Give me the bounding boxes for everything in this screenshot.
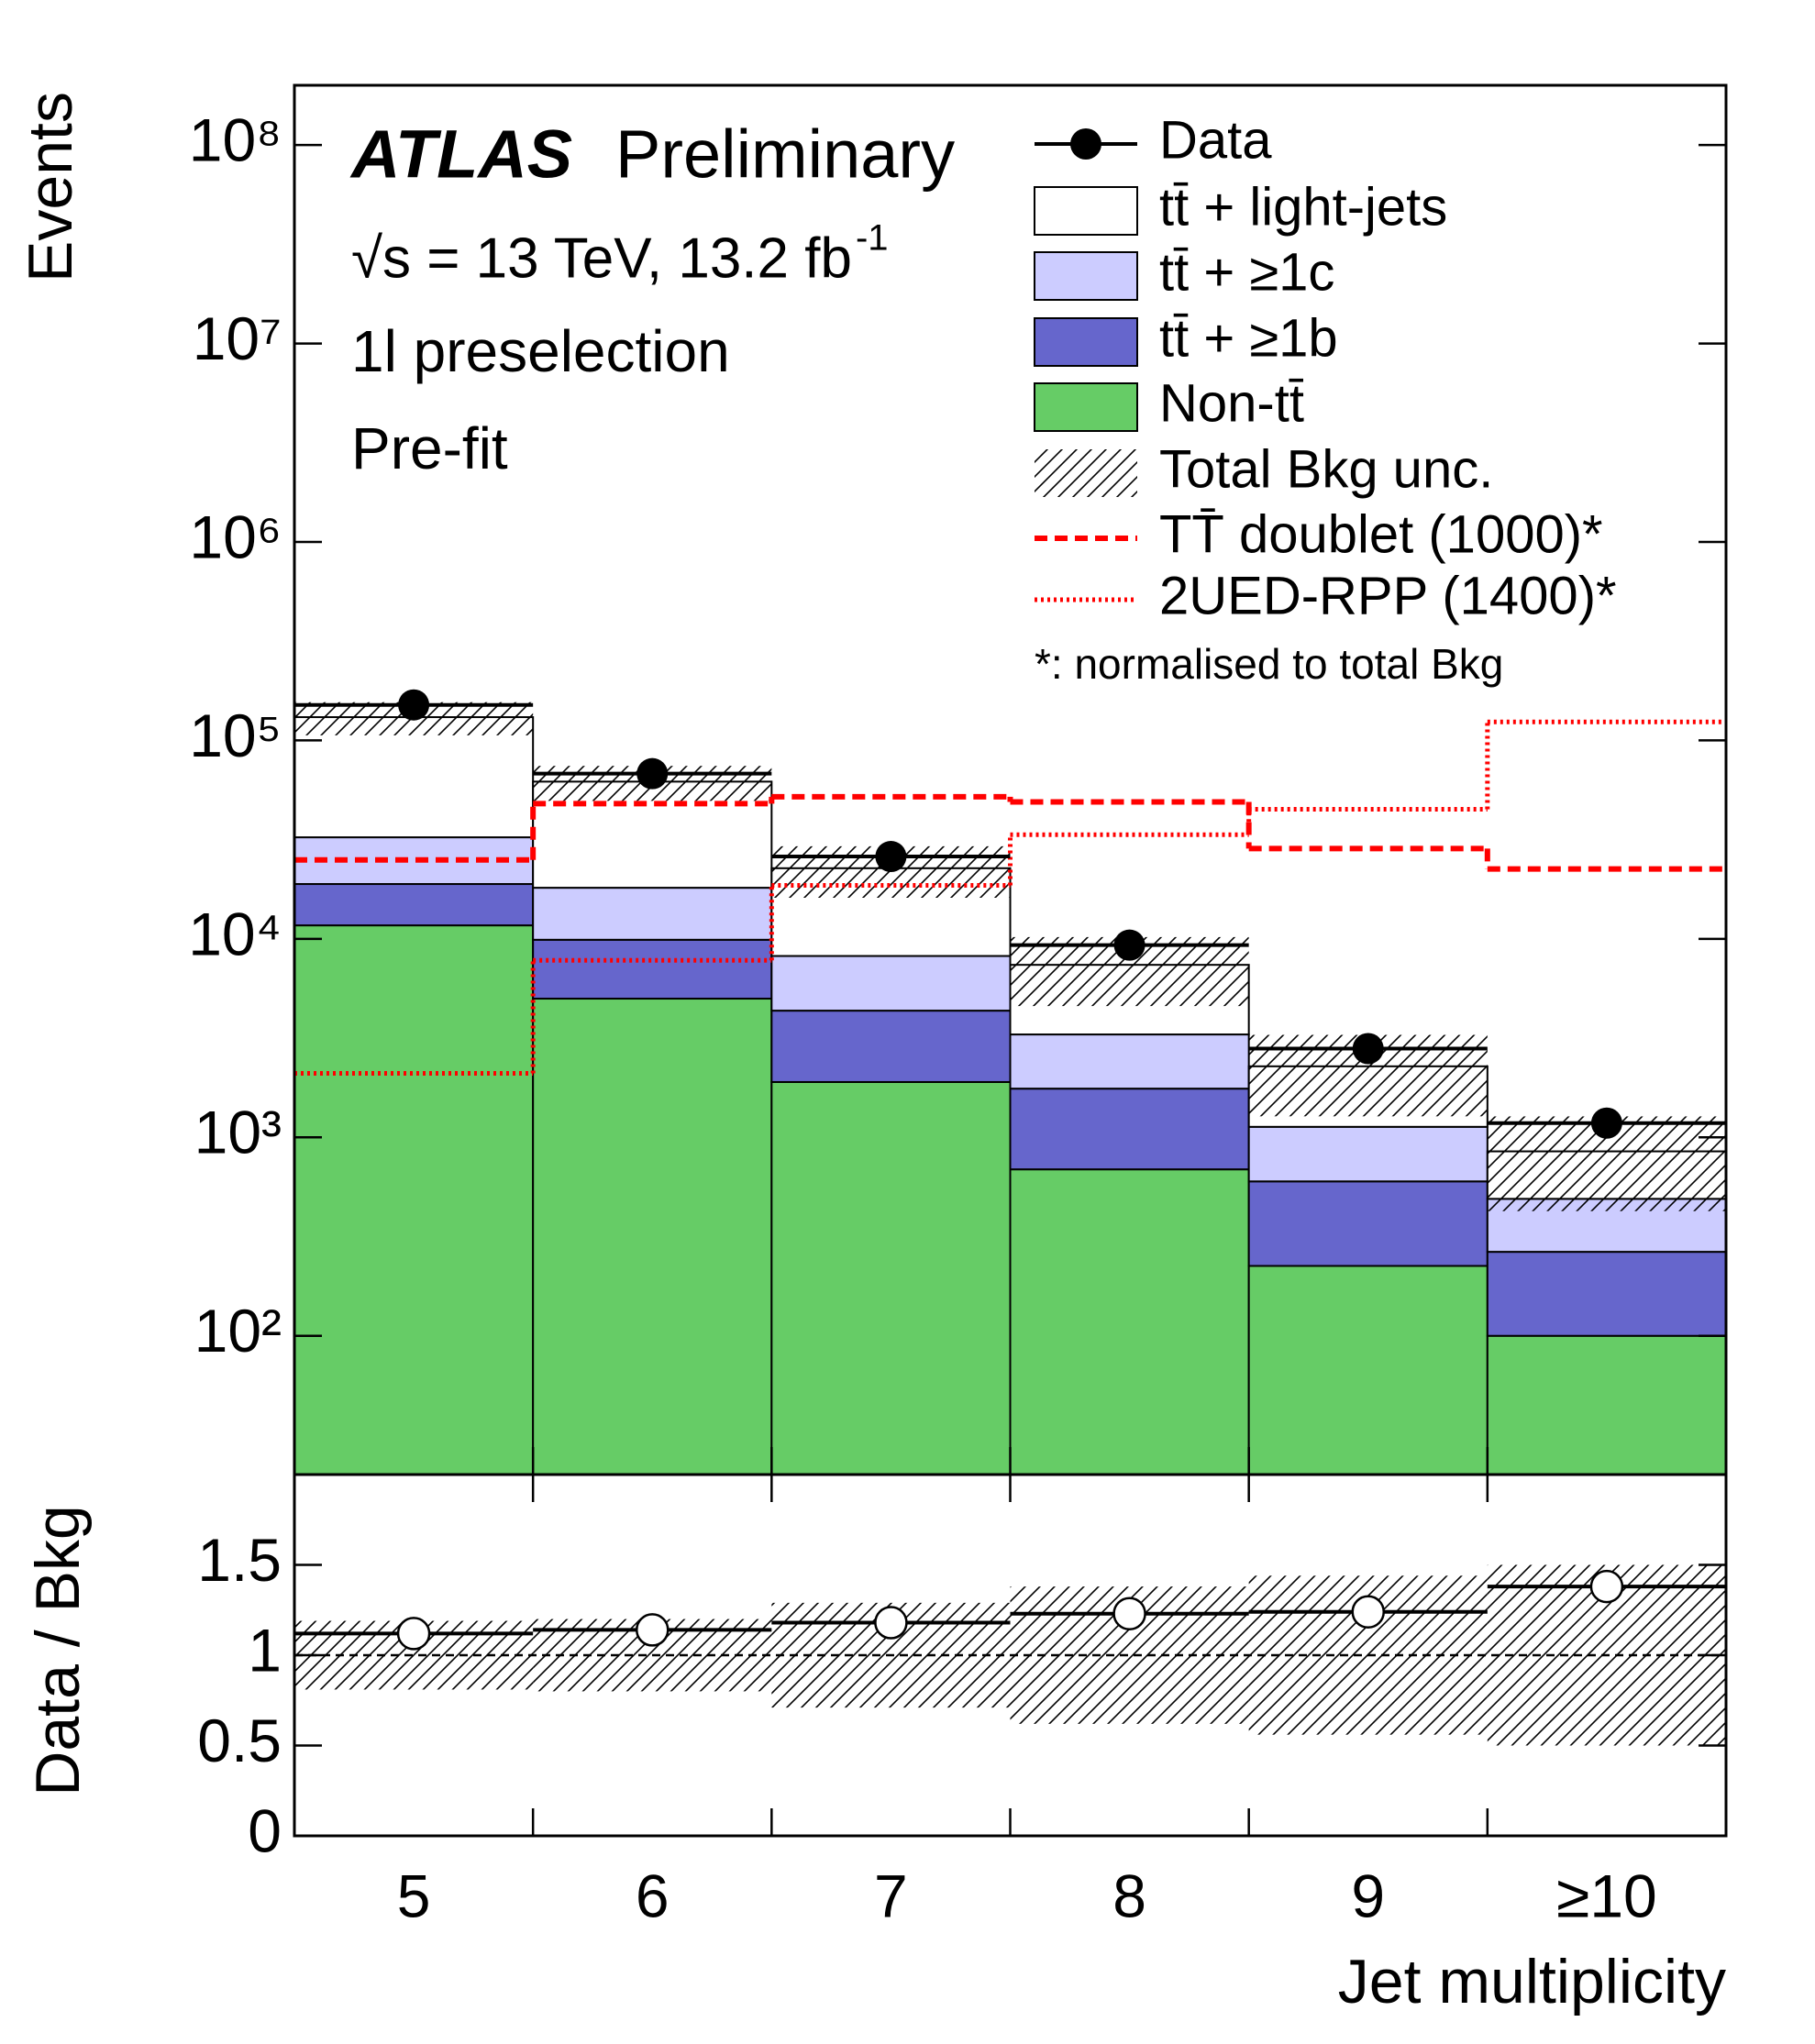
ratio-point (874, 1606, 908, 1640)
x-tick-label: 6 (636, 1862, 670, 1929)
x-tick-label: 9 (1351, 1862, 1385, 1929)
ratio-axis-label: Data / Bkg (23, 1505, 93, 1796)
x-tick-label: 5 (397, 1862, 431, 1929)
energy-label: √s = 13 TeV, 13.2 fb (351, 226, 852, 290)
stack-segment (1009, 1033, 1250, 1090)
stack-segment (294, 924, 535, 1475)
legend-label: 2UED-RPP (1400)* (1159, 566, 1617, 625)
main-panel (294, 689, 1726, 1475)
data-point (1113, 929, 1145, 961)
legend-label: tt̄ + ≥1b (1159, 308, 1338, 368)
stack-segment (770, 1080, 1012, 1475)
y-tick-label: 10⁴ (188, 900, 282, 967)
x-tick-label: ≥10 (1556, 1862, 1657, 1929)
ratio-point (1112, 1597, 1146, 1630)
ratio-y-tick-label: 0.5 (197, 1707, 282, 1774)
stack-segment (1486, 1251, 1726, 1337)
ratio-point (636, 1613, 670, 1647)
stack-segment (1009, 1168, 1250, 1475)
data-point (398, 689, 430, 721)
stack-segment (294, 716, 535, 839)
y-tick-label: 10² (194, 1297, 282, 1365)
ratio-point (1589, 1569, 1624, 1604)
data-point (636, 757, 669, 790)
selection-label: 1l preselection (351, 318, 730, 384)
stack-segment (532, 998, 773, 1475)
legend-swatch (1034, 382, 1138, 432)
legend-swatch (1035, 449, 1137, 497)
ratio-point (396, 1617, 431, 1651)
x-tick-label: 7 (874, 1862, 908, 1929)
y-tick-label: 10⁸ (189, 106, 282, 174)
data-point (875, 841, 907, 873)
stack-segment (1247, 1180, 1489, 1267)
legend-swatch (1034, 251, 1138, 301)
stack-segment (294, 883, 535, 927)
stack-segment (1486, 1334, 1726, 1475)
y-tick-label: 10⁷ (193, 304, 282, 372)
stack-segment (1247, 1265, 1489, 1475)
legend-swatch (1070, 128, 1101, 160)
legend-swatch (1034, 317, 1138, 367)
y-tick-label: 10⁶ (189, 503, 282, 570)
ratio-y-tick-label: 0 (248, 1796, 282, 1864)
legend-label: Data (1159, 110, 1272, 170)
stack-segment (1247, 1125, 1489, 1183)
y-tick-label: 10⁵ (189, 702, 282, 769)
y-tick-label: 10³ (194, 1099, 282, 1166)
stack-segment (770, 1010, 1012, 1083)
stack-segment (770, 955, 1012, 1012)
legend-label: TT̄ doublet (1000)* (1159, 504, 1603, 564)
legend-label: tt̄ + ≥1c (1159, 242, 1334, 302)
stack-segment (532, 887, 773, 941)
legend-label: tt̄ + light-jets (1159, 177, 1447, 237)
x-tick-label: 8 (1112, 1862, 1146, 1929)
data-point (1590, 1107, 1622, 1139)
status-label: Preliminary (615, 116, 955, 193)
ratio-point (1351, 1595, 1385, 1629)
experiment-label: ATLAS (349, 116, 572, 193)
legend-swatch (1034, 186, 1138, 236)
energy-superscript: -1 (856, 218, 889, 259)
legend-footnote: *: normalised to total Bkg (1035, 640, 1503, 688)
y-axis-label: Events (16, 92, 85, 282)
ratio-y-tick-label: 1 (248, 1616, 282, 1684)
ratio-panel (294, 1564, 1726, 1746)
legend-label: Total Bkg unc. (1159, 439, 1493, 499)
fit-label: Pre-fit (351, 415, 508, 481)
ratio-y-tick-label: 1.5 (197, 1526, 282, 1594)
legend-label: Non-tt̄ (1159, 373, 1304, 433)
data-point (1352, 1033, 1384, 1065)
stack-segment (532, 938, 773, 1000)
stack-segment (1009, 1088, 1250, 1171)
x-axis-label: Jet multiplicity (1338, 1947, 1726, 2016)
